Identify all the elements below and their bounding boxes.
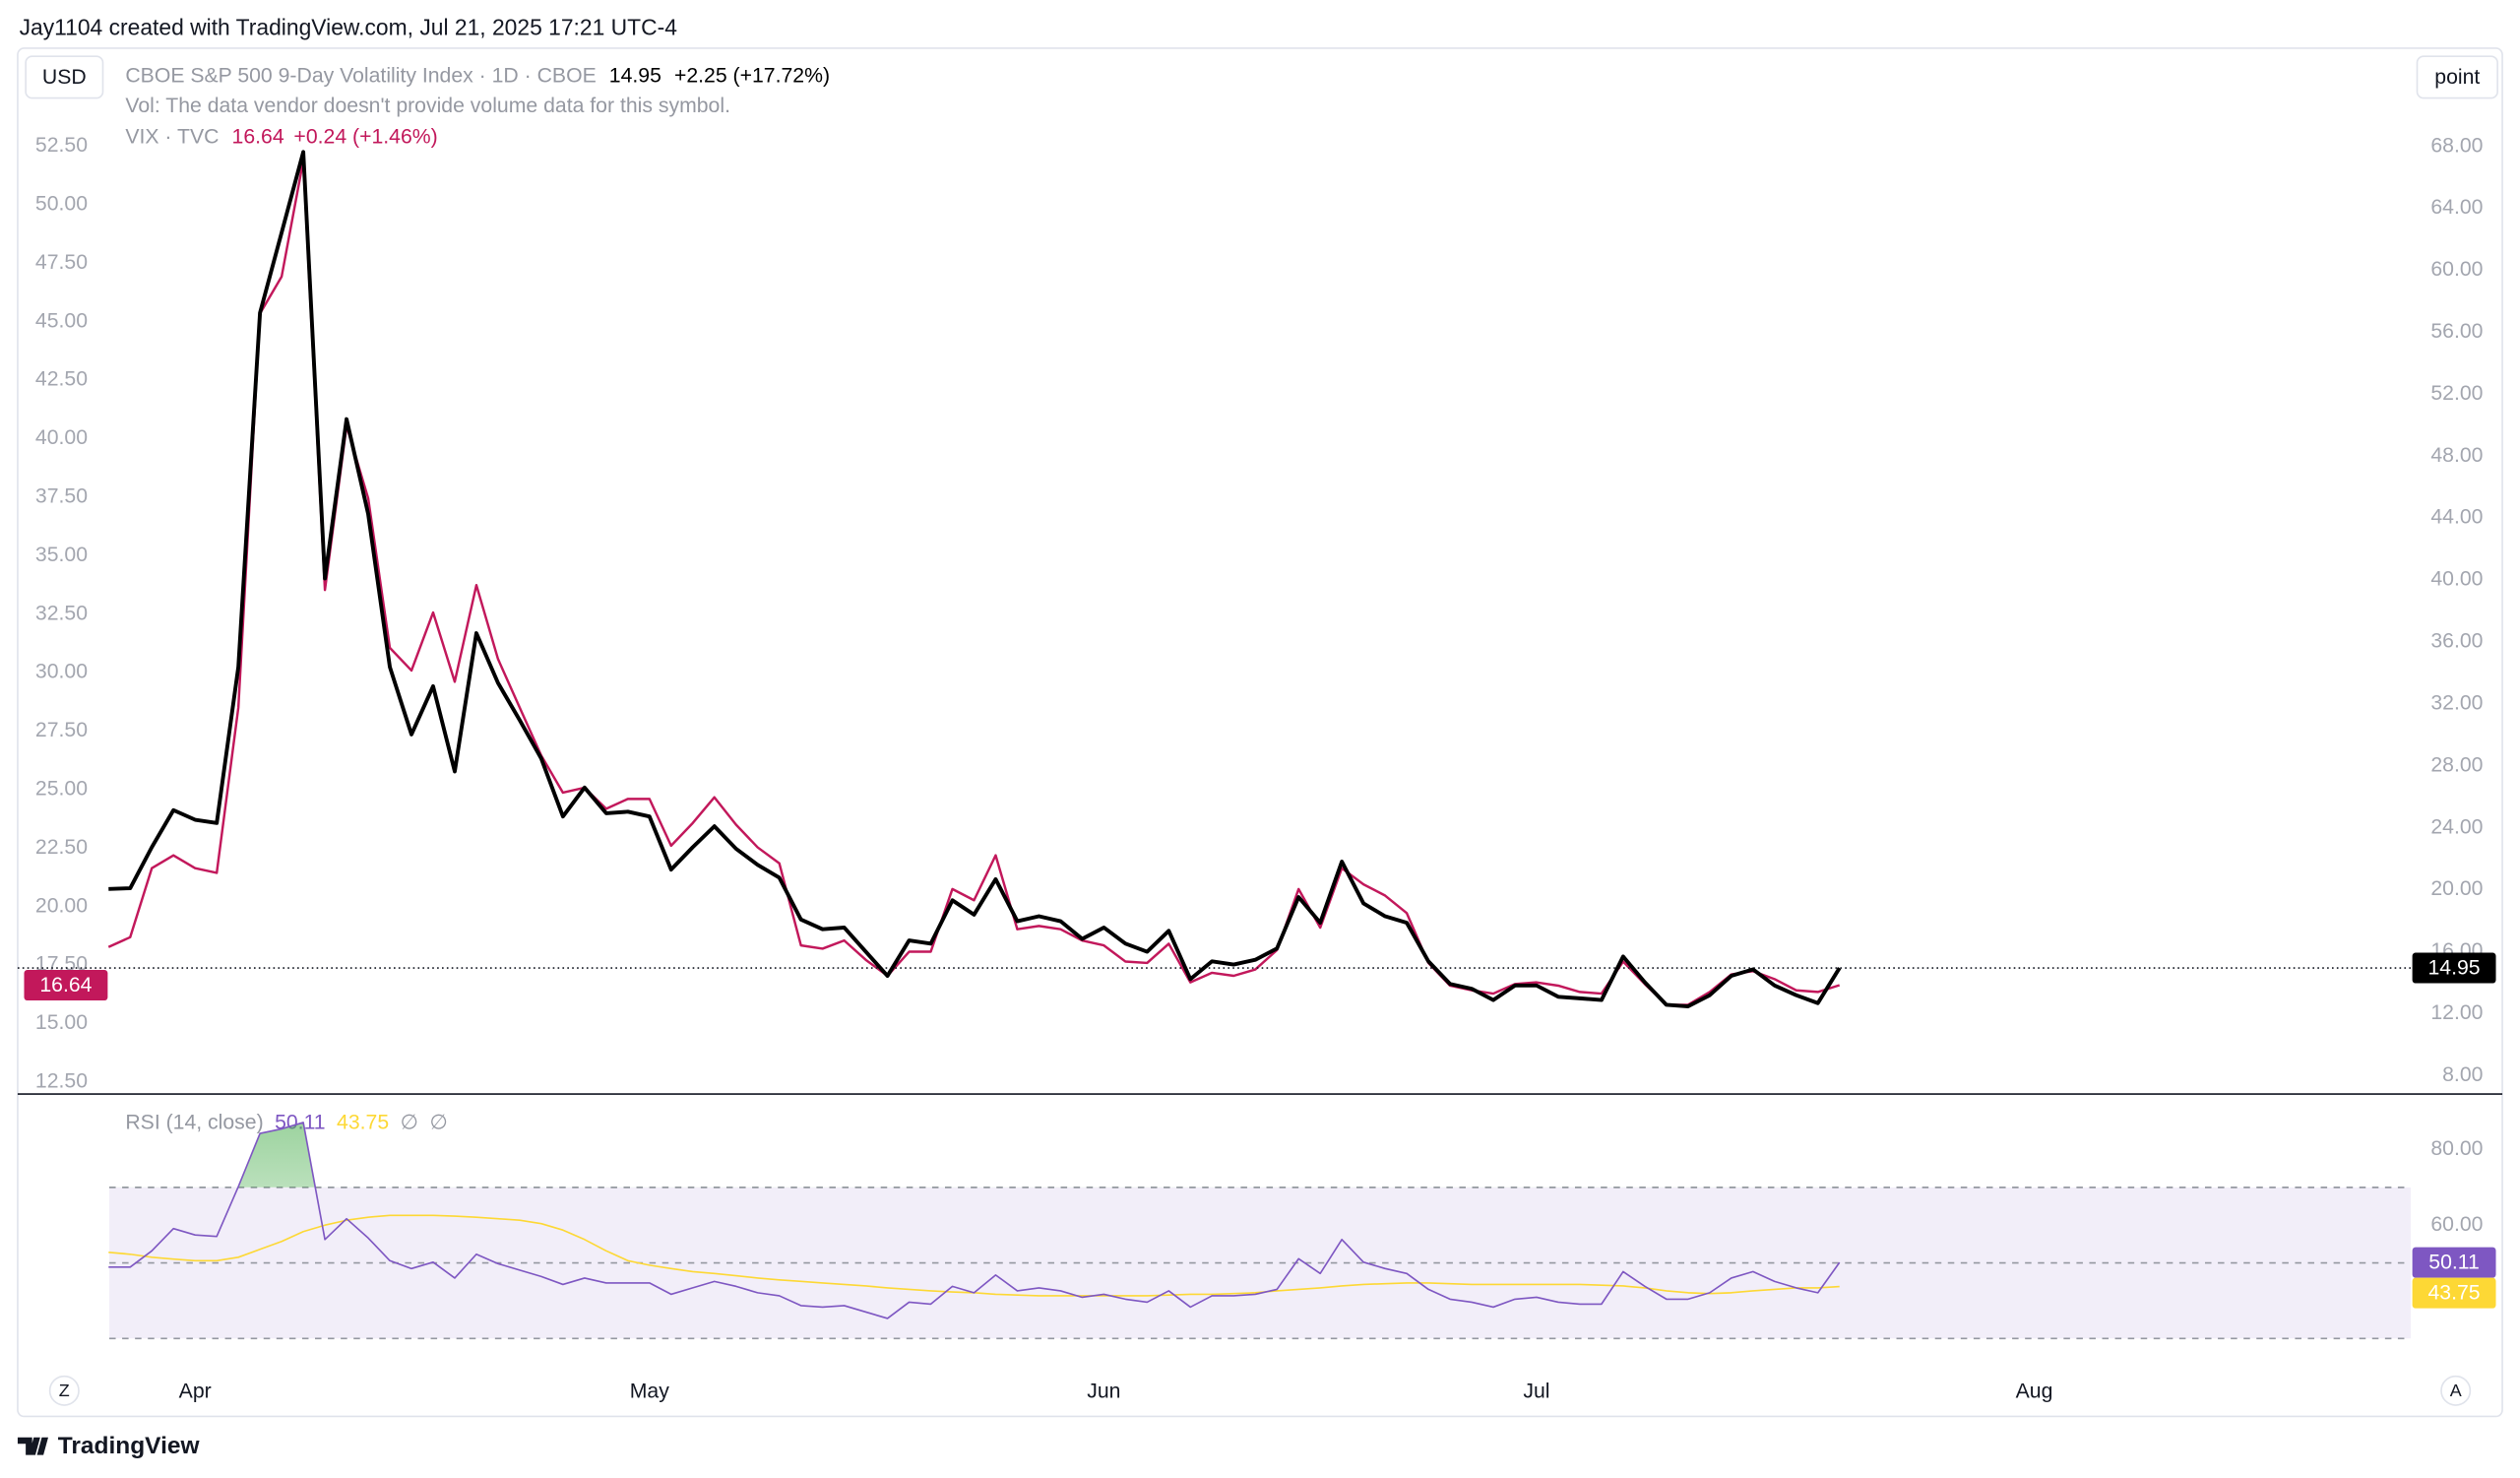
- y-tick-label: 22.50: [35, 836, 88, 859]
- scale-button[interactable]: [2416, 55, 2498, 99]
- legend-title: RSI (14, close): [125, 1111, 263, 1133]
- y2-tick-label: 24.00: [2430, 815, 2483, 838]
- currency-button[interactable]: [25, 55, 104, 99]
- price-tag: [24, 969, 108, 1001]
- series-line: [107, 159, 1841, 1006]
- x-tick-label: Jun: [1087, 1381, 1120, 1403]
- volume-note: Vol: The data vendor doesn't provide vol…: [125, 95, 730, 117]
- y-tick-label: 42.50: [35, 368, 88, 391]
- y-tick-label: 45.00: [35, 309, 88, 332]
- y2-tick-label: 64.00: [2430, 196, 2483, 219]
- y-tick-label: 20.00: [35, 894, 88, 917]
- y2-tick-label: 36.00: [2430, 630, 2483, 653]
- logo-mark: [17, 1437, 48, 1455]
- y2-tick-label: 8.00: [2442, 1063, 2483, 1086]
- legend-vix: VIX · TVC 16.64 +0.24 (+1.46%): [125, 125, 437, 148]
- y-tick-label: 35.00: [35, 544, 88, 566]
- price-tag: [2412, 952, 2496, 984]
- y2-tick-label: 40.00: [2430, 568, 2483, 591]
- y-tick-label: 15.00: [35, 1011, 88, 1034]
- series-line: [108, 150, 1842, 1009]
- series-line: [108, 1122, 1841, 1319]
- legend-symbol: ∅: [430, 1111, 448, 1133]
- y-tick-label: 40.00: [35, 426, 88, 449]
- y2-tick-label: 52.00: [2430, 382, 2483, 405]
- y-tick-label: 52.50: [35, 134, 88, 157]
- y-tick-label: 27.50: [35, 719, 88, 741]
- y-tick-label: 30.00: [35, 661, 88, 683]
- y-tick-label: 12.50: [35, 1069, 88, 1092]
- y-tick-label: 80.00: [2430, 1137, 2483, 1160]
- y-tick-label: 17.50: [35, 953, 88, 976]
- zoom-label[interactable]: Z: [59, 1381, 70, 1400]
- legend-value: 43.75: [337, 1111, 389, 1133]
- y2-tick-label: 44.00: [2430, 506, 2483, 529]
- y2-tick-label: 20.00: [2430, 877, 2483, 900]
- y2-tick-label: 56.00: [2430, 320, 2483, 343]
- price-tag-label: 14.95: [2428, 956, 2481, 979]
- price-tag: [2412, 1277, 2496, 1309]
- y2-tick-label: 48.00: [2430, 444, 2483, 467]
- scale-label[interactable]: point: [2434, 66, 2480, 89]
- legend-change: +0.24 (+1.46%): [293, 125, 437, 148]
- x-tick-label: Apr: [179, 1381, 212, 1403]
- y2-tick-label: 12.00: [2430, 1001, 2483, 1024]
- x-tick-label: Aug: [2016, 1381, 2053, 1403]
- y-tick-label: 50.00: [35, 192, 88, 215]
- legend-symbol: ∅: [401, 1111, 418, 1133]
- y-tick-label: 37.50: [35, 484, 88, 507]
- price-tag-label: 16.64: [39, 974, 92, 996]
- y2-tick-label: 68.00: [2430, 134, 2483, 157]
- x-tick-label: May: [630, 1381, 669, 1403]
- brand-name: TradingView: [58, 1433, 201, 1459]
- brand-logo: [17, 1437, 48, 1455]
- y2-tick-label: 60.00: [2430, 258, 2483, 281]
- price-tag-label: 43.75: [2428, 1282, 2481, 1305]
- y-tick-label: 47.50: [35, 251, 88, 274]
- auto-label[interactable]: A: [2450, 1381, 2462, 1400]
- legend-main: CBOE S&P 500 9-Day Volatility Index · 1D…: [125, 64, 830, 87]
- legend-change: +2.25 (+17.72%): [674, 64, 830, 87]
- chart-frame: [17, 47, 2503, 1418]
- credit: Jay1104 created with TradingView.com, Ju…: [20, 14, 678, 39]
- currency-label[interactable]: USD: [42, 66, 87, 89]
- legend-value: 16.64: [232, 125, 284, 148]
- price-tag-label: 50.11: [2428, 1252, 2480, 1274]
- overbought-fill: [237, 1122, 316, 1188]
- y2-tick-label: 32.00: [2430, 691, 2483, 714]
- y-tick-label: 25.00: [35, 777, 88, 800]
- legend-title: CBOE S&P 500 9-Day Volatility Index · 1D…: [125, 64, 596, 87]
- y2-tick-label: 28.00: [2430, 753, 2483, 776]
- x-tick-label: Jul: [1523, 1381, 1549, 1403]
- legend-title: VIX · TVC: [125, 125, 219, 148]
- zoom-button[interactable]: [48, 1375, 80, 1406]
- legend-value: 14.95: [609, 64, 662, 87]
- auto-button[interactable]: [2440, 1375, 2472, 1406]
- y-tick-label: 60.00: [2430, 1213, 2483, 1236]
- y-tick-label: 32.50: [35, 602, 88, 624]
- price-tag: [2412, 1247, 2496, 1278]
